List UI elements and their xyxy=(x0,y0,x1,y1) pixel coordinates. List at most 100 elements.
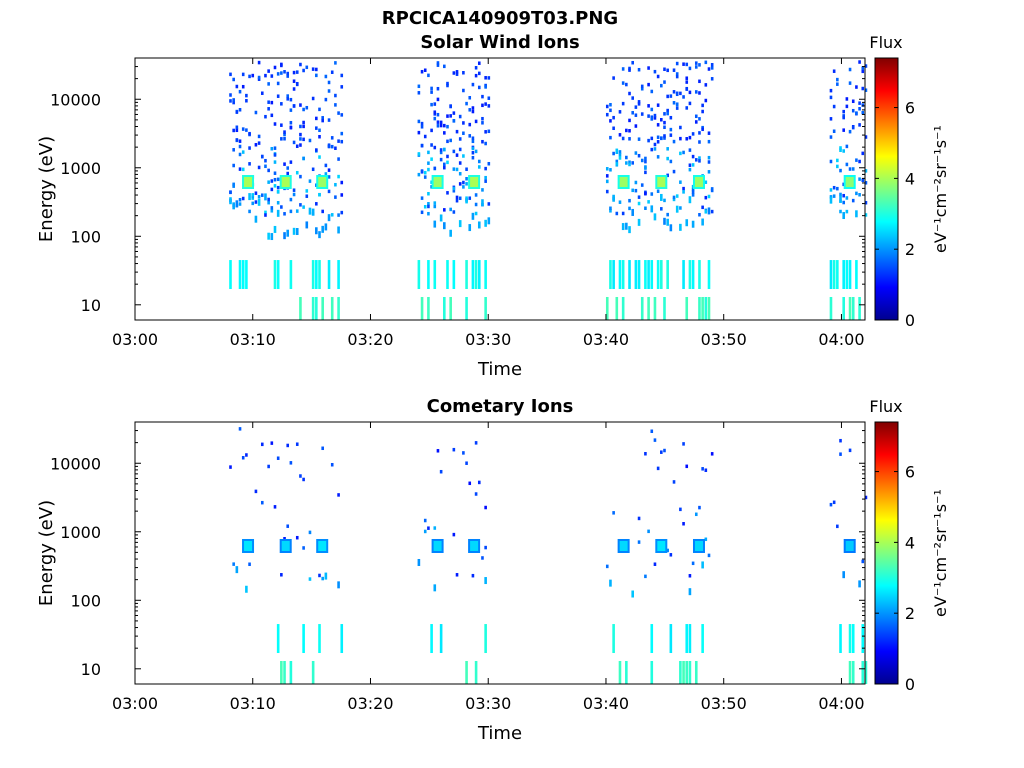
heatmap-cell xyxy=(433,116,437,121)
heatmap-cell xyxy=(273,153,277,157)
heatmap-cell xyxy=(337,157,340,161)
heatmap-cell xyxy=(273,177,277,182)
heatmap-cell xyxy=(232,184,235,188)
heatmap-cell xyxy=(637,201,641,206)
heatmap-cell xyxy=(299,137,302,141)
heatmap-cell xyxy=(245,128,248,132)
heatmap-cell xyxy=(299,203,302,207)
heatmap-cell xyxy=(471,106,475,110)
heatmap-cell xyxy=(267,232,270,240)
heatmap-cell xyxy=(704,83,708,87)
heatmap-cell xyxy=(289,197,293,202)
heatmap-cell xyxy=(270,100,274,105)
heatmap-cell xyxy=(688,574,692,578)
heatmap-cell xyxy=(270,209,274,213)
heatmap-cell xyxy=(487,76,491,80)
heatmap-cell xyxy=(458,147,462,152)
heatmap-cell xyxy=(257,60,261,65)
heatmap-cell xyxy=(423,529,427,534)
heatmap-cell xyxy=(609,260,612,290)
heatmap-cell xyxy=(669,133,673,137)
heatmap-cell xyxy=(286,94,290,98)
heatmap-cell xyxy=(462,180,465,185)
heatmap-cell xyxy=(845,97,849,101)
heatmap-cell xyxy=(644,170,647,175)
y-tick-label: 10000 xyxy=(50,90,101,109)
heatmap-cell xyxy=(848,624,852,654)
heatmap-cell xyxy=(452,532,456,537)
heatmap-cell xyxy=(628,118,631,123)
heatmap-cell xyxy=(864,135,868,139)
heatmap-cell xyxy=(666,212,669,217)
heatmap-cell xyxy=(612,151,615,156)
y-tick-label: 100 xyxy=(70,591,101,610)
heatmap-cell xyxy=(462,185,465,189)
heatmap-cell xyxy=(433,145,437,150)
heatmap-cell xyxy=(650,147,654,152)
heatmap-cell xyxy=(299,143,302,147)
heatmap-cell xyxy=(666,173,669,178)
heatmap-cell xyxy=(465,167,468,171)
heatmap-cell xyxy=(315,260,318,290)
heatmap-cell xyxy=(286,171,290,176)
heatmap-cell xyxy=(283,232,286,240)
heatmap-cell xyxy=(238,152,242,157)
heatmap-cell xyxy=(270,113,274,118)
heatmap-cell xyxy=(465,260,468,290)
heatmap-cell xyxy=(330,70,334,74)
colorbar-ticks: 0 2 4 6 xyxy=(875,463,915,694)
heatmap-cell xyxy=(337,296,340,320)
heatmap-cell xyxy=(679,136,682,141)
heatmap-cell xyxy=(430,143,433,147)
heatmap-cell xyxy=(276,177,280,182)
heatmap-cell xyxy=(845,196,849,200)
heatmap-cell xyxy=(656,189,660,193)
heatmap-cell xyxy=(465,182,468,186)
heatmap-cell xyxy=(465,177,468,181)
heatmap-cell xyxy=(637,218,641,226)
heatmap-cell xyxy=(694,65,698,69)
heatmap-cell xyxy=(251,201,255,206)
heatmap-cell xyxy=(685,137,689,141)
heatmap-cell xyxy=(484,624,487,654)
heatmap-cell xyxy=(417,152,421,156)
heatmap-cell xyxy=(481,94,484,99)
heatmap-cell xyxy=(663,296,666,320)
heatmap-cell xyxy=(427,202,430,206)
heatmap-cell xyxy=(471,212,475,220)
hotspot-point xyxy=(318,540,327,551)
heatmap-cell xyxy=(232,100,235,105)
heatmap-cell xyxy=(864,88,868,92)
heatmap-cell xyxy=(637,540,641,544)
heatmap-cell xyxy=(276,624,280,654)
heatmap-cell xyxy=(471,109,475,114)
heatmap-cell xyxy=(675,92,679,97)
heatmap-cell xyxy=(433,201,437,205)
heatmap-cell xyxy=(612,624,615,654)
heatmap-cell xyxy=(430,86,433,91)
heatmap-cell xyxy=(462,71,465,75)
heatmap-cell xyxy=(417,172,421,177)
heatmap-cell xyxy=(644,159,647,164)
heatmap-cell xyxy=(474,211,478,216)
heatmap-cell xyxy=(663,134,666,138)
heatmap-cell xyxy=(710,77,714,81)
heatmap-cell xyxy=(707,67,711,71)
heatmap-cell xyxy=(302,205,305,209)
heatmap-cell xyxy=(283,660,286,684)
heatmap-cell xyxy=(439,157,443,162)
heatmap-cell xyxy=(254,191,258,195)
heatmap-cell xyxy=(637,153,641,158)
heatmap-cell xyxy=(474,202,478,207)
heatmap-cell xyxy=(229,197,232,205)
heatmap-cell xyxy=(605,189,609,194)
heatmap-cell xyxy=(423,134,427,139)
heatmap-cell xyxy=(669,159,673,164)
heatmap-cell xyxy=(241,260,245,290)
heatmap-cell xyxy=(302,120,305,125)
heatmap-cell xyxy=(707,160,711,164)
heatmap-cell xyxy=(487,202,491,206)
heatmap-cell xyxy=(232,202,235,210)
heatmap-cell xyxy=(289,461,293,465)
heatmap-cell xyxy=(644,451,647,456)
